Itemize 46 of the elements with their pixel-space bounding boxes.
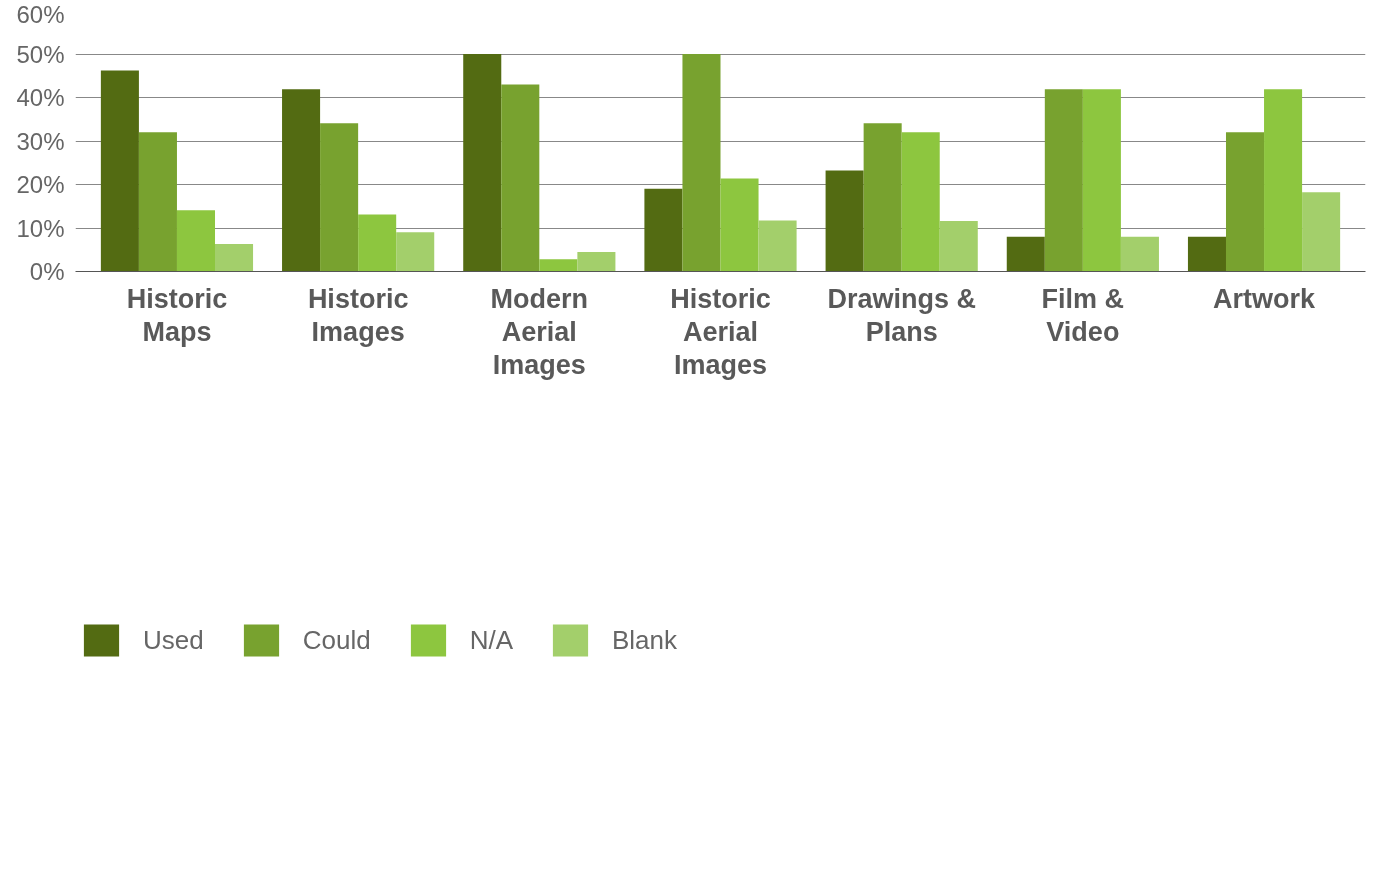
legend-label: Used — [143, 624, 204, 656]
bar — [100, 70, 139, 272]
bar — [320, 123, 359, 272]
bar — [176, 210, 216, 272]
x-tick-label: Historic Aerial Images — [670, 283, 771, 380]
bar — [644, 188, 683, 272]
y-tick-label: 50% — [16, 40, 65, 68]
bar — [577, 251, 616, 272]
x-tick-label: Historic Maps — [126, 283, 228, 347]
bar — [358, 214, 397, 272]
y-tick-label: 30% — [16, 127, 65, 155]
x-tick-label: Film & Video — [1041, 283, 1125, 347]
x-tick-label: Drawings & Plans — [827, 283, 976, 347]
bar — [463, 54, 502, 272]
bar — [825, 170, 864, 272]
y-tick-label: 60% — [16, 0, 65, 28]
bar — [682, 54, 721, 272]
y-tick-label: 0% — [29, 258, 65, 285]
bar — [939, 221, 978, 272]
legend-label: Blank — [611, 624, 678, 656]
bar — [863, 123, 902, 272]
bar — [1302, 192, 1341, 272]
bar — [720, 178, 759, 272]
bar — [1187, 236, 1226, 272]
legend-label: Could — [302, 624, 371, 656]
bar — [396, 232, 435, 272]
bar — [1264, 89, 1303, 272]
bar — [1225, 132, 1265, 272]
x-tick-label: Modern Aerial Images — [490, 283, 589, 380]
x-tick-label: Artwork — [1213, 283, 1317, 314]
bar — [539, 259, 578, 272]
bar — [901, 132, 940, 272]
y-tick-label: 40% — [16, 84, 65, 111]
bar — [1044, 89, 1083, 272]
x-tick-label: Historic Images — [307, 283, 409, 347]
bar — [758, 220, 797, 272]
bar — [1120, 236, 1159, 272]
bar — [282, 89, 321, 272]
bar — [1082, 89, 1121, 272]
bar — [138, 132, 177, 272]
bar — [1006, 236, 1045, 272]
y-tick-label: 10% — [16, 214, 65, 242]
legend-label: N/A — [469, 624, 513, 656]
y-tick-label: 20% — [16, 171, 65, 198]
bar — [215, 244, 254, 272]
bar — [501, 84, 540, 272]
